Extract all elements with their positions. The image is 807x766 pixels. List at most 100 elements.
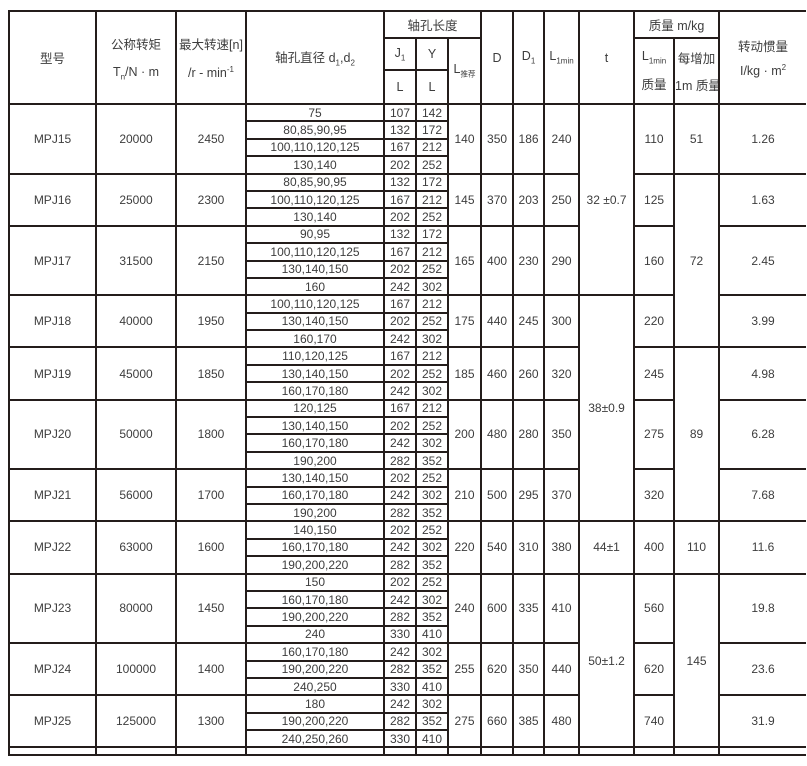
bore-diameter-cell: 190,200,220 <box>245 555 385 575</box>
d-cell: 370 <box>480 172 515 227</box>
y-length-cell: 302 <box>415 642 449 662</box>
header-y: Y <box>415 37 449 71</box>
header-j1-l: L <box>383 69 417 105</box>
table-row: 130,140,150 202 252 <box>9 311 806 332</box>
header-l-recommended: L推荐 <box>446 37 483 105</box>
torque-cell: 25000 <box>95 172 177 227</box>
l1min-cell: 410 <box>543 572 581 645</box>
j1-length-cell: 167 <box>383 189 417 210</box>
d-cell: 400 <box>480 224 515 297</box>
table-row: 100,110,120,125 167 212 <box>9 189 806 210</box>
torque-cell: 80000 <box>95 572 177 645</box>
j1-length-cell: 202 <box>383 311 417 332</box>
torque-cell: 20000 <box>95 103 177 175</box>
l-recommended-cell: 140 <box>446 103 483 175</box>
j1-length-cell: 202 <box>383 207 417 227</box>
speed-cell: 1850 <box>175 346 247 401</box>
torque-cell: 100000 <box>95 642 177 697</box>
empty-cell <box>95 746 177 757</box>
bore-diameter-cell: 130,140,150 <box>245 416 385 436</box>
header-torque: 公称转矩 Tn/N · m <box>95 10 177 105</box>
model-cell: MPJ16 <box>8 172 97 227</box>
inertia-cell: 6.28 <box>718 398 806 471</box>
y-length-cell: 252 <box>415 520 449 540</box>
j1-length-cell: 282 <box>383 555 417 575</box>
cutoff-row <box>8 746 806 757</box>
table-row: 160,170,180 242 302 <box>9 485 806 506</box>
empty-cell <box>578 746 636 757</box>
y-length-cell: 352 <box>415 659 449 679</box>
table-row: MPJ19 45000 1850 110,120,125 167 212 185 460 260… <box>8 346 806 523</box>
bore-diameter-cell: 100,110,120,125 <box>245 294 385 314</box>
bore-diameter-cell: 190,200,220 <box>245 607 385 627</box>
header-t: t <box>578 10 636 105</box>
l1min-mass-cell: 220 <box>633 294 676 349</box>
bore-diameter-cell: 240,250 <box>245 676 385 697</box>
inertia-cell: 3.99 <box>718 294 806 349</box>
l1min-cell: 350 <box>543 398 581 471</box>
header-bore-length: 轴孔长度 <box>382 10 483 39</box>
bore-diameter-cell: 130,140,150 <box>245 468 385 488</box>
header-model: 型号 <box>8 10 97 105</box>
j1-length-cell: 242 <box>383 276 417 297</box>
header-l1min-mass-line1: L1min <box>641 49 667 66</box>
y-length-cell: 252 <box>415 259 449 279</box>
j1-length-cell: 202 <box>383 468 417 488</box>
speed-cell: 2450 <box>175 103 247 175</box>
inertia-cell: 1.26 <box>718 103 806 175</box>
y-length-cell: 212 <box>415 294 449 314</box>
y-length-cell: 302 <box>415 276 449 297</box>
model-cell: MPJ20 <box>8 398 97 471</box>
l1min-mass-cell: 275 <box>633 398 676 471</box>
y-length-cell: 302 <box>415 433 449 453</box>
bore-diameter-cell: 160,170 <box>245 329 385 349</box>
j1-length-cell: 282 <box>383 659 417 679</box>
l-recommended-cell: 255 <box>446 642 483 697</box>
torque-cell: 31500 <box>95 224 177 297</box>
header-speed-line2: /r - min-1 <box>187 65 234 81</box>
bore-diameter-cell: 130,140 <box>245 155 385 175</box>
inertia-cell: 23.6 <box>718 642 806 697</box>
bore-diameter-cell: 75 <box>245 102 385 123</box>
d1-cell: 350 <box>512 642 546 697</box>
d-cell: 500 <box>480 468 515 523</box>
j1-length-cell: 167 <box>383 242 417 262</box>
table-row: 160,170 242 302 <box>9 329 806 349</box>
y-length-cell: 172 <box>415 224 449 245</box>
j1-length-cell: 202 <box>383 259 417 279</box>
empty-cell <box>175 746 247 757</box>
bore-diameter-cell: 160,170,180 <box>245 589 385 610</box>
model-cell: MPJ17 <box>8 224 97 297</box>
header-y-l: L <box>415 69 449 105</box>
header-d: D <box>480 10 515 105</box>
j1-length-cell: 330 <box>383 729 417 749</box>
d-cell: 540 <box>480 520 515 575</box>
header-bore-diameter: 轴孔直径 d1,d2 <box>245 10 385 105</box>
y-length-cell: 252 <box>415 468 449 488</box>
y-length-cell: 172 <box>415 120 449 140</box>
bore-diameter-cell: 130,140,150 <box>245 311 385 332</box>
speed-cell: 1600 <box>175 520 247 575</box>
l1min-mass-cell: 400 <box>633 520 676 575</box>
l-recommended-cell: 200 <box>446 398 483 471</box>
j1-length-cell: 202 <box>383 363 417 384</box>
bore-diameter-cell: 160,170,180 <box>245 381 385 401</box>
header-per-meter-line2: 1m 质量 <box>675 79 720 93</box>
bore-diameter-cell: 140,150 <box>245 520 385 540</box>
table-row: MPJ24 100000 1400 160,170,180 242 302 255 620 35… <box>8 642 806 697</box>
d1-cell: 260 <box>512 346 546 401</box>
j1-length-cell: 167 <box>383 137 417 158</box>
header-l1min-mass-line2: 质量 <box>641 77 667 92</box>
l1min-mass-cell: 560 <box>633 572 676 645</box>
inertia-cell: 1.63 <box>718 172 806 227</box>
bore-diameter-cell: 80,85,90,95 <box>245 120 385 140</box>
model-cell: MPJ23 <box>8 572 97 645</box>
l1min-mass-cell: 125 <box>633 172 676 227</box>
l1min-mass-cell: 110 <box>633 103 676 175</box>
j1-length-cell: 132 <box>383 120 417 140</box>
d-cell: 620 <box>480 642 515 697</box>
table-row: 130,140,150 202 252 <box>9 259 806 279</box>
y-length-cell: 252 <box>415 311 449 332</box>
l1min-cell: 480 <box>543 694 581 749</box>
y-length-cell: 212 <box>415 398 449 419</box>
